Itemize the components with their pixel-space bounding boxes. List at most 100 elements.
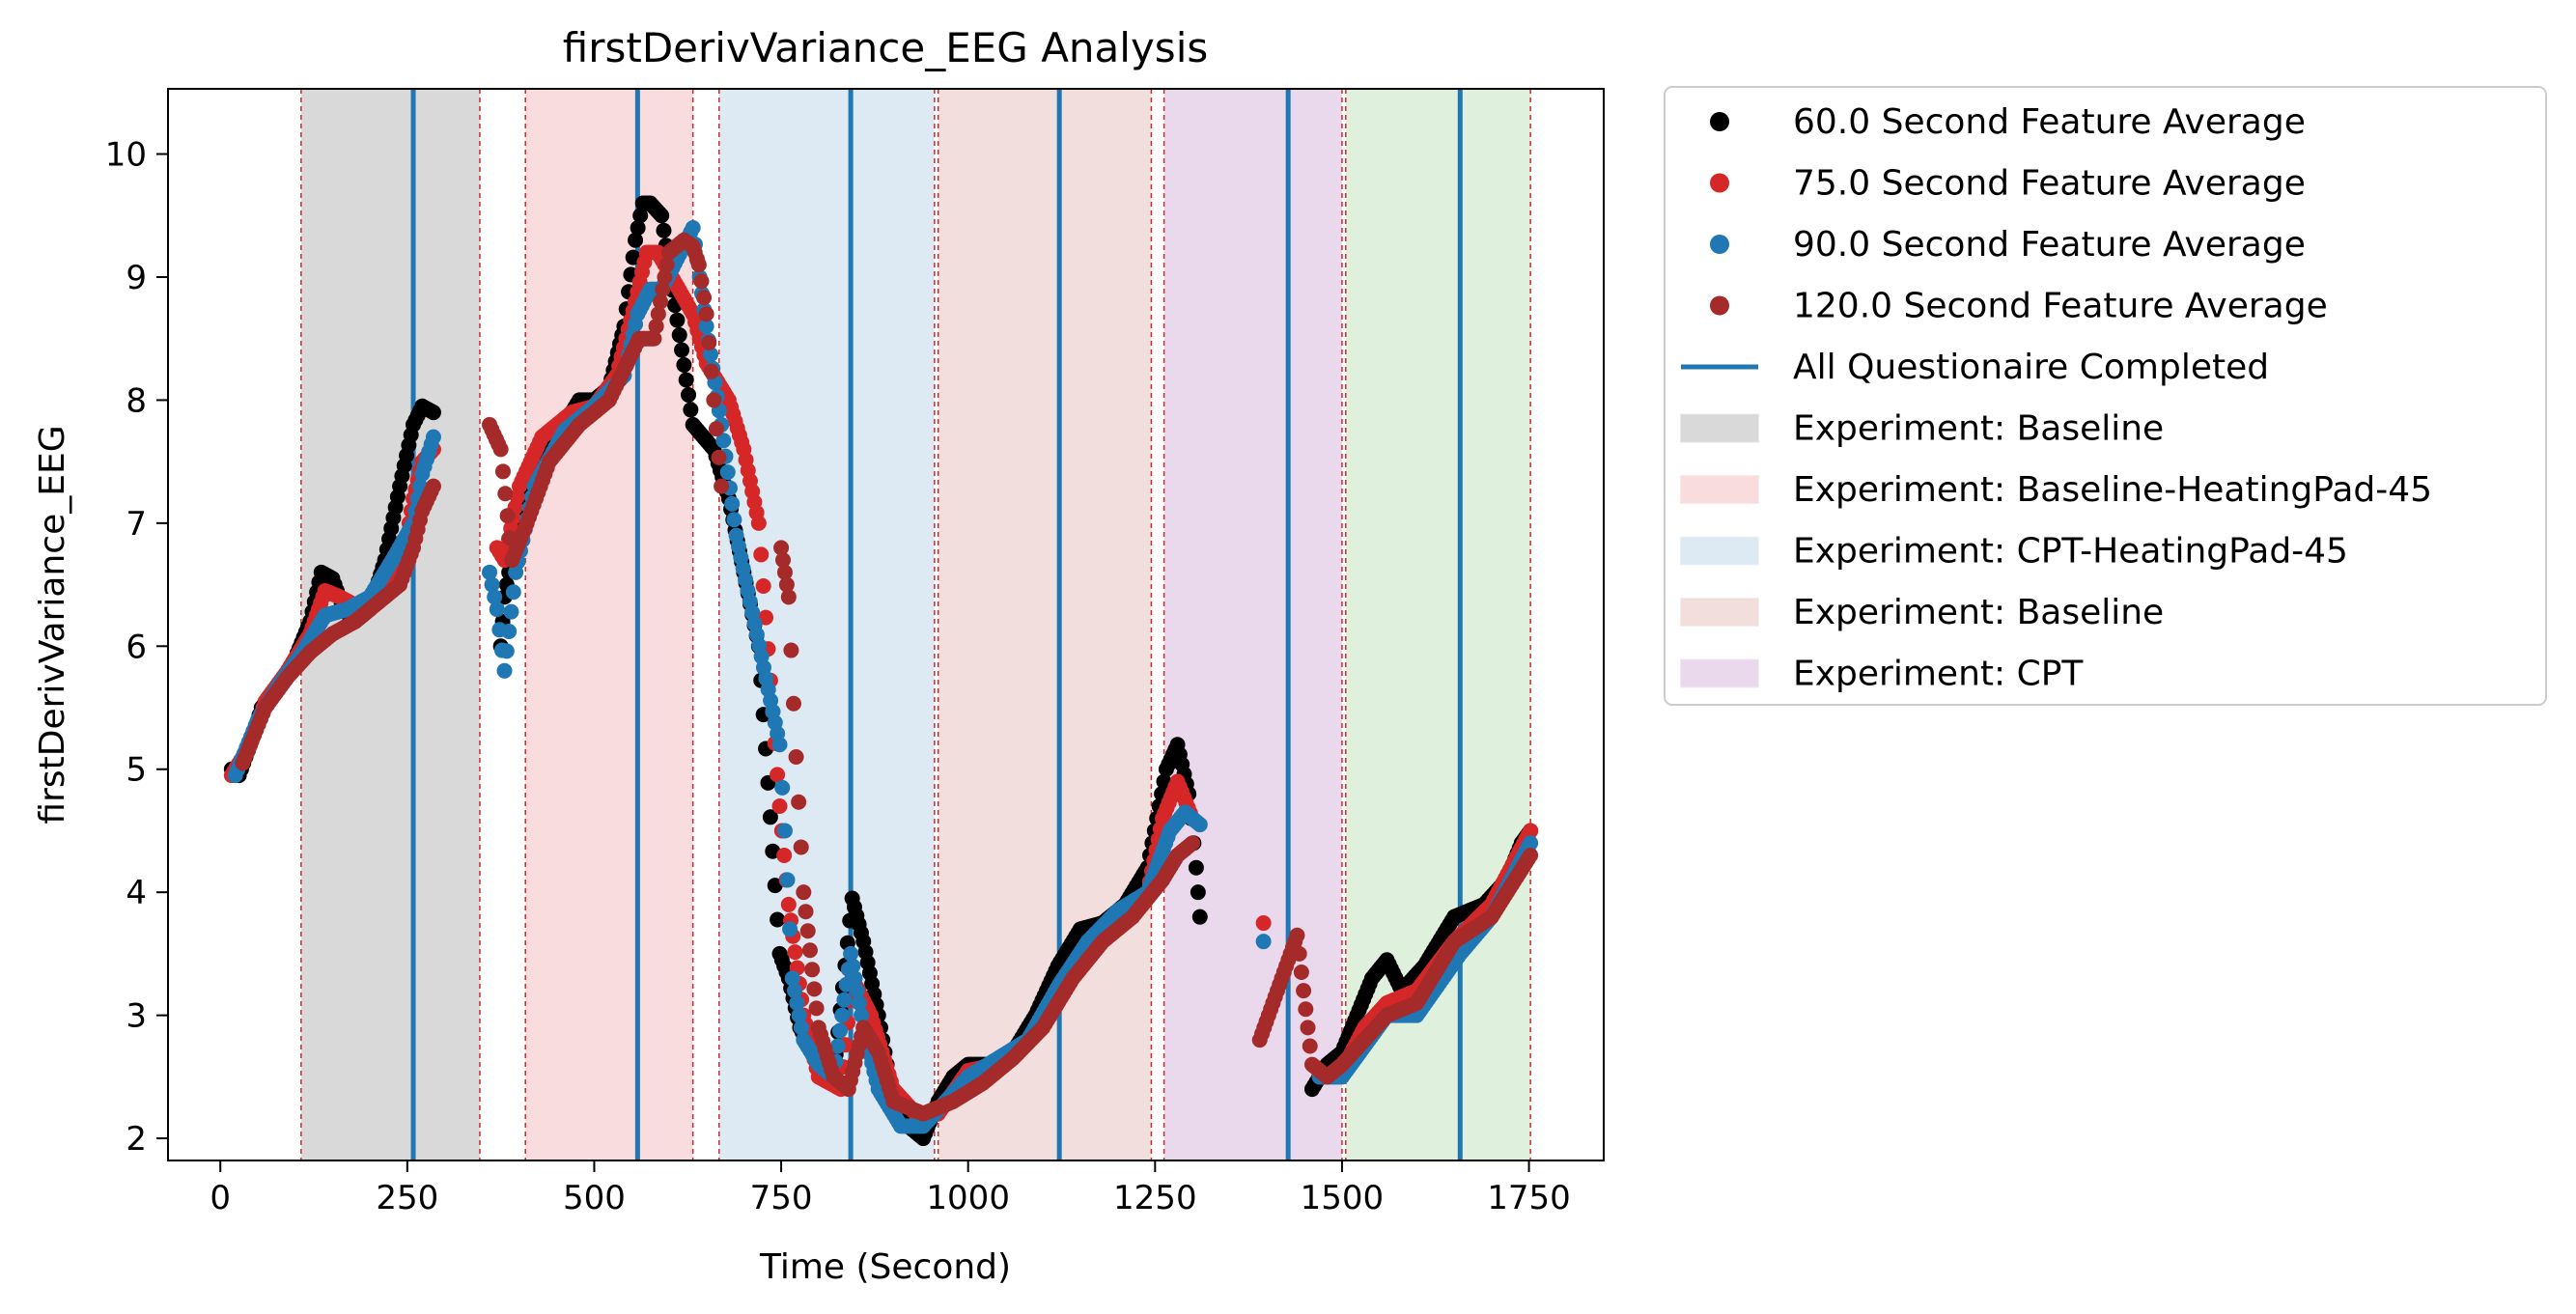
- data-point: [632, 208, 649, 224]
- x-tick-label: 1250: [1113, 1179, 1197, 1217]
- legend-item-4: 120.0 Second Feature Average: [1710, 287, 2328, 326]
- phase-boundary-lines: [300, 89, 1531, 1160]
- data-point: [1293, 965, 1309, 981]
- legend-label: Experiment: Baseline-HeatingPad-45: [1793, 470, 2432, 510]
- data-point: [678, 372, 694, 388]
- data-point: [1185, 835, 1201, 852]
- phase-region-6: [1345, 89, 1531, 1160]
- data-point: [630, 220, 646, 237]
- data-point: [771, 797, 788, 814]
- data-point: [482, 564, 498, 580]
- data-point: [774, 779, 791, 796]
- data-point: [711, 449, 727, 465]
- legend: 60.0 Second Feature Average 75.0 Second F…: [1664, 86, 2547, 706]
- data-point: [783, 642, 799, 658]
- data-point: [782, 921, 798, 937]
- data-point: [1300, 1020, 1316, 1036]
- legend-marker: [1710, 173, 1729, 193]
- data-point: [851, 994, 867, 1011]
- y-axis-label: firstDerivVariance_EEG: [33, 425, 72, 824]
- data-point: [793, 839, 809, 855]
- data-point: [793, 1020, 809, 1036]
- legend-item-1: 60.0 Second Feature Average: [1710, 102, 2306, 142]
- data-point: [497, 486, 514, 502]
- data-point: [1296, 983, 1312, 999]
- data-point: [796, 884, 812, 901]
- data-point: [1289, 927, 1305, 943]
- data-point: [1188, 859, 1204, 876]
- legend-marker: [1710, 112, 1729, 131]
- data-point: [791, 1007, 807, 1023]
- data-point: [726, 512, 742, 528]
- y-tick-label: 3: [126, 997, 147, 1036]
- data-point: [498, 643, 515, 659]
- data-point: [671, 327, 687, 344]
- x-tick-label: 500: [563, 1179, 626, 1217]
- data-point: [714, 478, 730, 494]
- data-point: [487, 589, 503, 605]
- y-tick-label: 8: [126, 381, 147, 420]
- data-point: [628, 232, 644, 248]
- data-point: [849, 983, 865, 999]
- x-tick-label: 750: [750, 1179, 813, 1217]
- legend-patch: [1680, 475, 1759, 504]
- data-point: [703, 347, 719, 363]
- data-point: [753, 546, 770, 563]
- data-point: [1291, 945, 1307, 962]
- data-point: [770, 911, 786, 928]
- data-point: [798, 904, 814, 920]
- data-point: [831, 1022, 848, 1039]
- legend-frame: [1664, 86, 2547, 706]
- y-tick-label: 7: [126, 505, 147, 544]
- data-point: [489, 601, 505, 618]
- legend-item-5: All Questionaire Completed: [1681, 348, 2269, 387]
- legend-item-2: 75.0 Second Feature Average: [1710, 164, 2306, 204]
- data-point: [801, 942, 818, 959]
- data-point: [776, 564, 793, 580]
- data-point: [648, 318, 664, 334]
- x-tick-label: 0: [210, 1179, 231, 1217]
- series-4: [235, 232, 1539, 1122]
- data-point: [494, 463, 511, 480]
- data-point: [1191, 909, 1208, 925]
- legend-item-7: Experiment: Baseline-HeatingPad-45: [1680, 470, 2432, 510]
- data-point: [787, 983, 803, 999]
- data-point: [698, 306, 714, 322]
- data-point: [787, 944, 803, 961]
- data-point: [693, 273, 710, 290]
- legend-item-10: Experiment: CPT: [1680, 655, 2084, 694]
- data-point: [653, 294, 669, 310]
- data-point: [847, 970, 863, 987]
- legend-label: 120.0 Second Feature Average: [1793, 287, 2328, 326]
- legend-label: All Questionaire Completed: [1793, 348, 2269, 387]
- x-tick-label: 1750: [1487, 1179, 1571, 1217]
- data-point: [655, 281, 671, 297]
- data-point: [829, 1038, 846, 1054]
- data-point: [791, 794, 807, 810]
- data-point: [425, 478, 441, 494]
- legend-label: 60.0 Second Feature Average: [1793, 102, 2306, 142]
- data-point: [1190, 884, 1206, 901]
- data-point: [690, 257, 707, 273]
- legend-marker: [1710, 235, 1729, 254]
- data-point: [696, 290, 713, 306]
- data-point: [762, 809, 778, 825]
- data-point: [496, 662, 513, 679]
- data-point: [770, 767, 786, 783]
- data-point: [808, 1000, 825, 1017]
- data-point: [1255, 934, 1272, 950]
- data-point: [646, 330, 662, 347]
- legend-label: 90.0 Second Feature Average: [1793, 225, 2306, 265]
- data-point: [845, 958, 861, 974]
- y-tick-label: 2: [126, 1120, 147, 1159]
- data-point: [834, 1007, 851, 1023]
- data-point: [1191, 817, 1208, 833]
- data-point: [658, 257, 675, 273]
- legend-label: Experiment: CPT-HeatingPad-45: [1793, 532, 2348, 572]
- data-point: [1523, 823, 1539, 839]
- data-point: [685, 220, 701, 237]
- data-point: [776, 847, 793, 863]
- data-point: [785, 695, 801, 712]
- data-point: [836, 992, 853, 1008]
